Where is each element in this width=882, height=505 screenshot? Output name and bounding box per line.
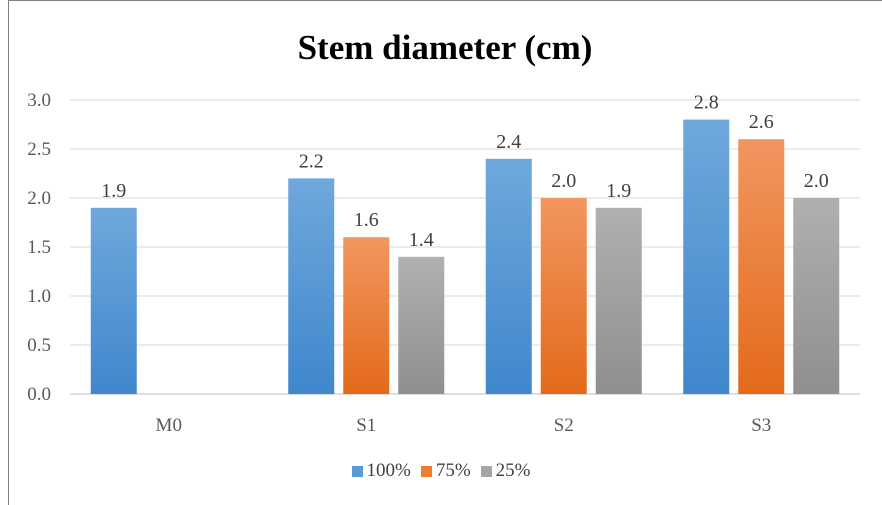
bar-s3-25 xyxy=(793,198,840,394)
y-tick-label: 1.5 xyxy=(27,237,51,258)
legend: 100% 75% 25% xyxy=(0,460,882,482)
chart-area xyxy=(8,0,882,505)
bar-s3-100 xyxy=(683,119,730,394)
data-label: 1.9 xyxy=(606,180,631,202)
legend-item-25: 25% xyxy=(480,460,531,482)
legend-label-25: 25% xyxy=(495,460,531,481)
bar-s2-25 xyxy=(595,207,642,394)
data-label: 2.0 xyxy=(551,170,576,192)
data-label: 1.4 xyxy=(409,229,434,251)
x-tick-label: M0 xyxy=(156,415,182,436)
chart-top-border xyxy=(8,0,882,1)
data-label: 2.4 xyxy=(496,131,521,153)
y-tick-label: 2.0 xyxy=(27,188,51,209)
legend-label-75: 75% xyxy=(435,460,471,481)
legend-label-100: 100% xyxy=(366,460,411,481)
bar-s1-100 xyxy=(288,178,335,394)
chart-title: Stem diameter (cm) xyxy=(297,28,593,67)
x-tick-label: S3 xyxy=(751,415,771,436)
bar-s2-75 xyxy=(540,198,587,394)
x-tick-label: S2 xyxy=(554,415,574,436)
data-label: 2.0 xyxy=(804,170,829,192)
bar-m0-100 xyxy=(90,207,137,394)
bar-s3-75 xyxy=(738,139,785,394)
y-tick-label: 2.5 xyxy=(27,139,51,160)
legend-item-75: 75% xyxy=(420,460,471,482)
y-tick-label: 0.5 xyxy=(27,335,51,356)
data-label: 1.6 xyxy=(354,209,379,231)
y-tick-label: 0.0 xyxy=(27,384,51,405)
legend-swatch-100 xyxy=(351,465,363,477)
data-label: 1.9 xyxy=(101,180,126,202)
bar-s2-100 xyxy=(485,158,532,394)
y-tick-label: 1.0 xyxy=(27,286,51,307)
data-label: 2.8 xyxy=(694,92,719,114)
legend-swatch-75 xyxy=(420,465,432,477)
bar-s1-75 xyxy=(343,237,390,394)
x-tick-label: S1 xyxy=(356,415,376,436)
y-tick-label: 3.0 xyxy=(27,90,51,111)
data-label: 2.2 xyxy=(299,150,324,172)
legend-swatch-25 xyxy=(480,465,492,477)
data-label: 2.6 xyxy=(749,111,774,133)
bar-s1-25 xyxy=(398,256,445,394)
legend-item-100: 100% xyxy=(351,460,411,482)
